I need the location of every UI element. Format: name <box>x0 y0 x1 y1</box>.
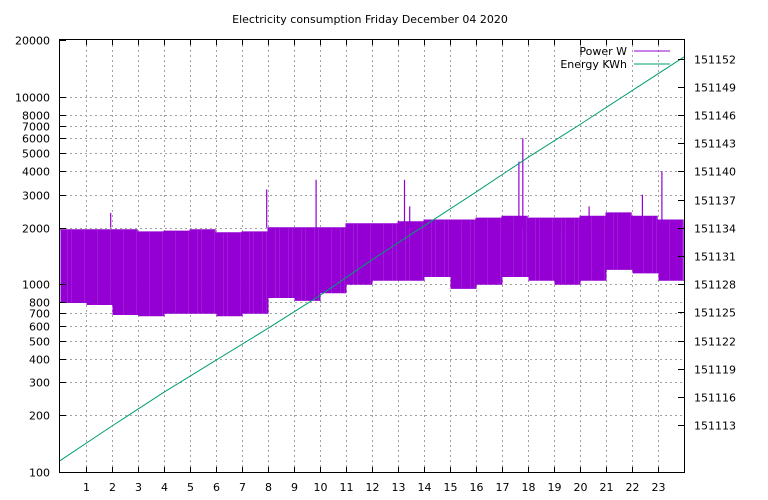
x-tick-label: 23 <box>652 481 666 494</box>
y2-tick-label: 151122 <box>694 336 736 349</box>
x-tick-label: 4 <box>161 481 168 494</box>
y-tick-label: 400 <box>29 354 50 367</box>
x-tick-label: 3 <box>135 481 142 494</box>
y-tick-label: 6000 <box>22 133 50 146</box>
x-tick-label: 20 <box>574 481 588 494</box>
y-tick-label: 700 <box>29 308 50 321</box>
x-tick-label: 14 <box>418 481 432 494</box>
y-tick-label: 600 <box>29 321 50 334</box>
x-tick-label: 22 <box>626 481 640 494</box>
x-tick-label: 1 <box>83 481 90 494</box>
x-tick-label: 9 <box>291 481 298 494</box>
y2-tick-label: 151134 <box>694 223 736 236</box>
y-tick-label: 8000 <box>22 110 50 123</box>
x-tick-label: 11 <box>340 481 354 494</box>
y2-tick-label: 151149 <box>694 82 736 95</box>
y-tick-label: 800 <box>29 297 50 310</box>
y-tick-label: 3000 <box>22 190 50 203</box>
y-tick-label: 2000 <box>22 223 50 236</box>
y2-tick-label: 151152 <box>694 54 736 67</box>
y-tick-label: 200 <box>29 410 50 423</box>
x-tick-label: 17 <box>496 481 510 494</box>
x-tick-label: 15 <box>444 481 458 494</box>
axis-ticks <box>60 40 684 473</box>
x-tick-label: 21 <box>600 481 614 494</box>
x-tick-label: 12 <box>366 481 380 494</box>
x-tick-label: 18 <box>522 481 536 494</box>
y2-tick-labels: 151113 151116 151119 151122 151125 151128 1511… <box>694 54 736 433</box>
y2-tick-label: 151128 <box>694 279 736 292</box>
x-tick-label: 10 <box>314 481 328 494</box>
chart-title: Electricity consumption Friday December … <box>232 13 508 26</box>
plot-area <box>59 56 685 462</box>
y-tick-label: 5000 <box>22 148 50 161</box>
y-tick-label: 1000 <box>22 279 50 292</box>
x-tick-label: 6 <box>213 481 220 494</box>
y2-tick-label: 151113 <box>694 420 736 433</box>
y2-tick-label: 151143 <box>694 138 736 151</box>
y-tick-label: 500 <box>29 336 50 349</box>
y2-tick-label: 151119 <box>694 364 736 377</box>
x-tick-labels: 1 2 3 4 5 6 7 8 9 10 11 12 13 14 15 16 17 18 19 20 21 22 23 <box>83 481 666 494</box>
y2-tick-label: 151137 <box>694 195 736 208</box>
plot-frame <box>59 39 685 473</box>
x-tick-label: 16 <box>470 481 484 494</box>
y2-tick-label: 151140 <box>694 166 736 179</box>
legend-label-energy: Energy KWh <box>560 58 627 71</box>
x-tick-label: 8 <box>265 481 272 494</box>
y-tick-label: 7000 <box>22 121 50 134</box>
x-tick-label: 2 <box>109 481 116 494</box>
x-tick-label: 5 <box>187 481 194 494</box>
series-energy-line <box>59 56 685 462</box>
x-tick-label: 19 <box>548 481 562 494</box>
y2-tick-label: 151146 <box>694 110 736 123</box>
x-tick-label: 13 <box>392 481 406 494</box>
y-tick-label: 4000 <box>22 166 50 179</box>
y-tick-label: 10000 <box>15 92 50 105</box>
y-tick-label: 300 <box>29 377 50 390</box>
series-power-line <box>60 212 684 317</box>
y-tick-label: 20000 <box>15 35 50 48</box>
legend: Power W Energy KWh <box>560 45 670 71</box>
y-tick-label: 100 <box>29 467 50 480</box>
y2-tick-label: 151116 <box>694 392 736 405</box>
x-tick-label: 7 <box>239 481 246 494</box>
legend-label-power: Power W <box>579 45 627 58</box>
y2-tick-label: 151125 <box>694 307 736 320</box>
y2-tick-label: 151131 <box>694 251 736 264</box>
